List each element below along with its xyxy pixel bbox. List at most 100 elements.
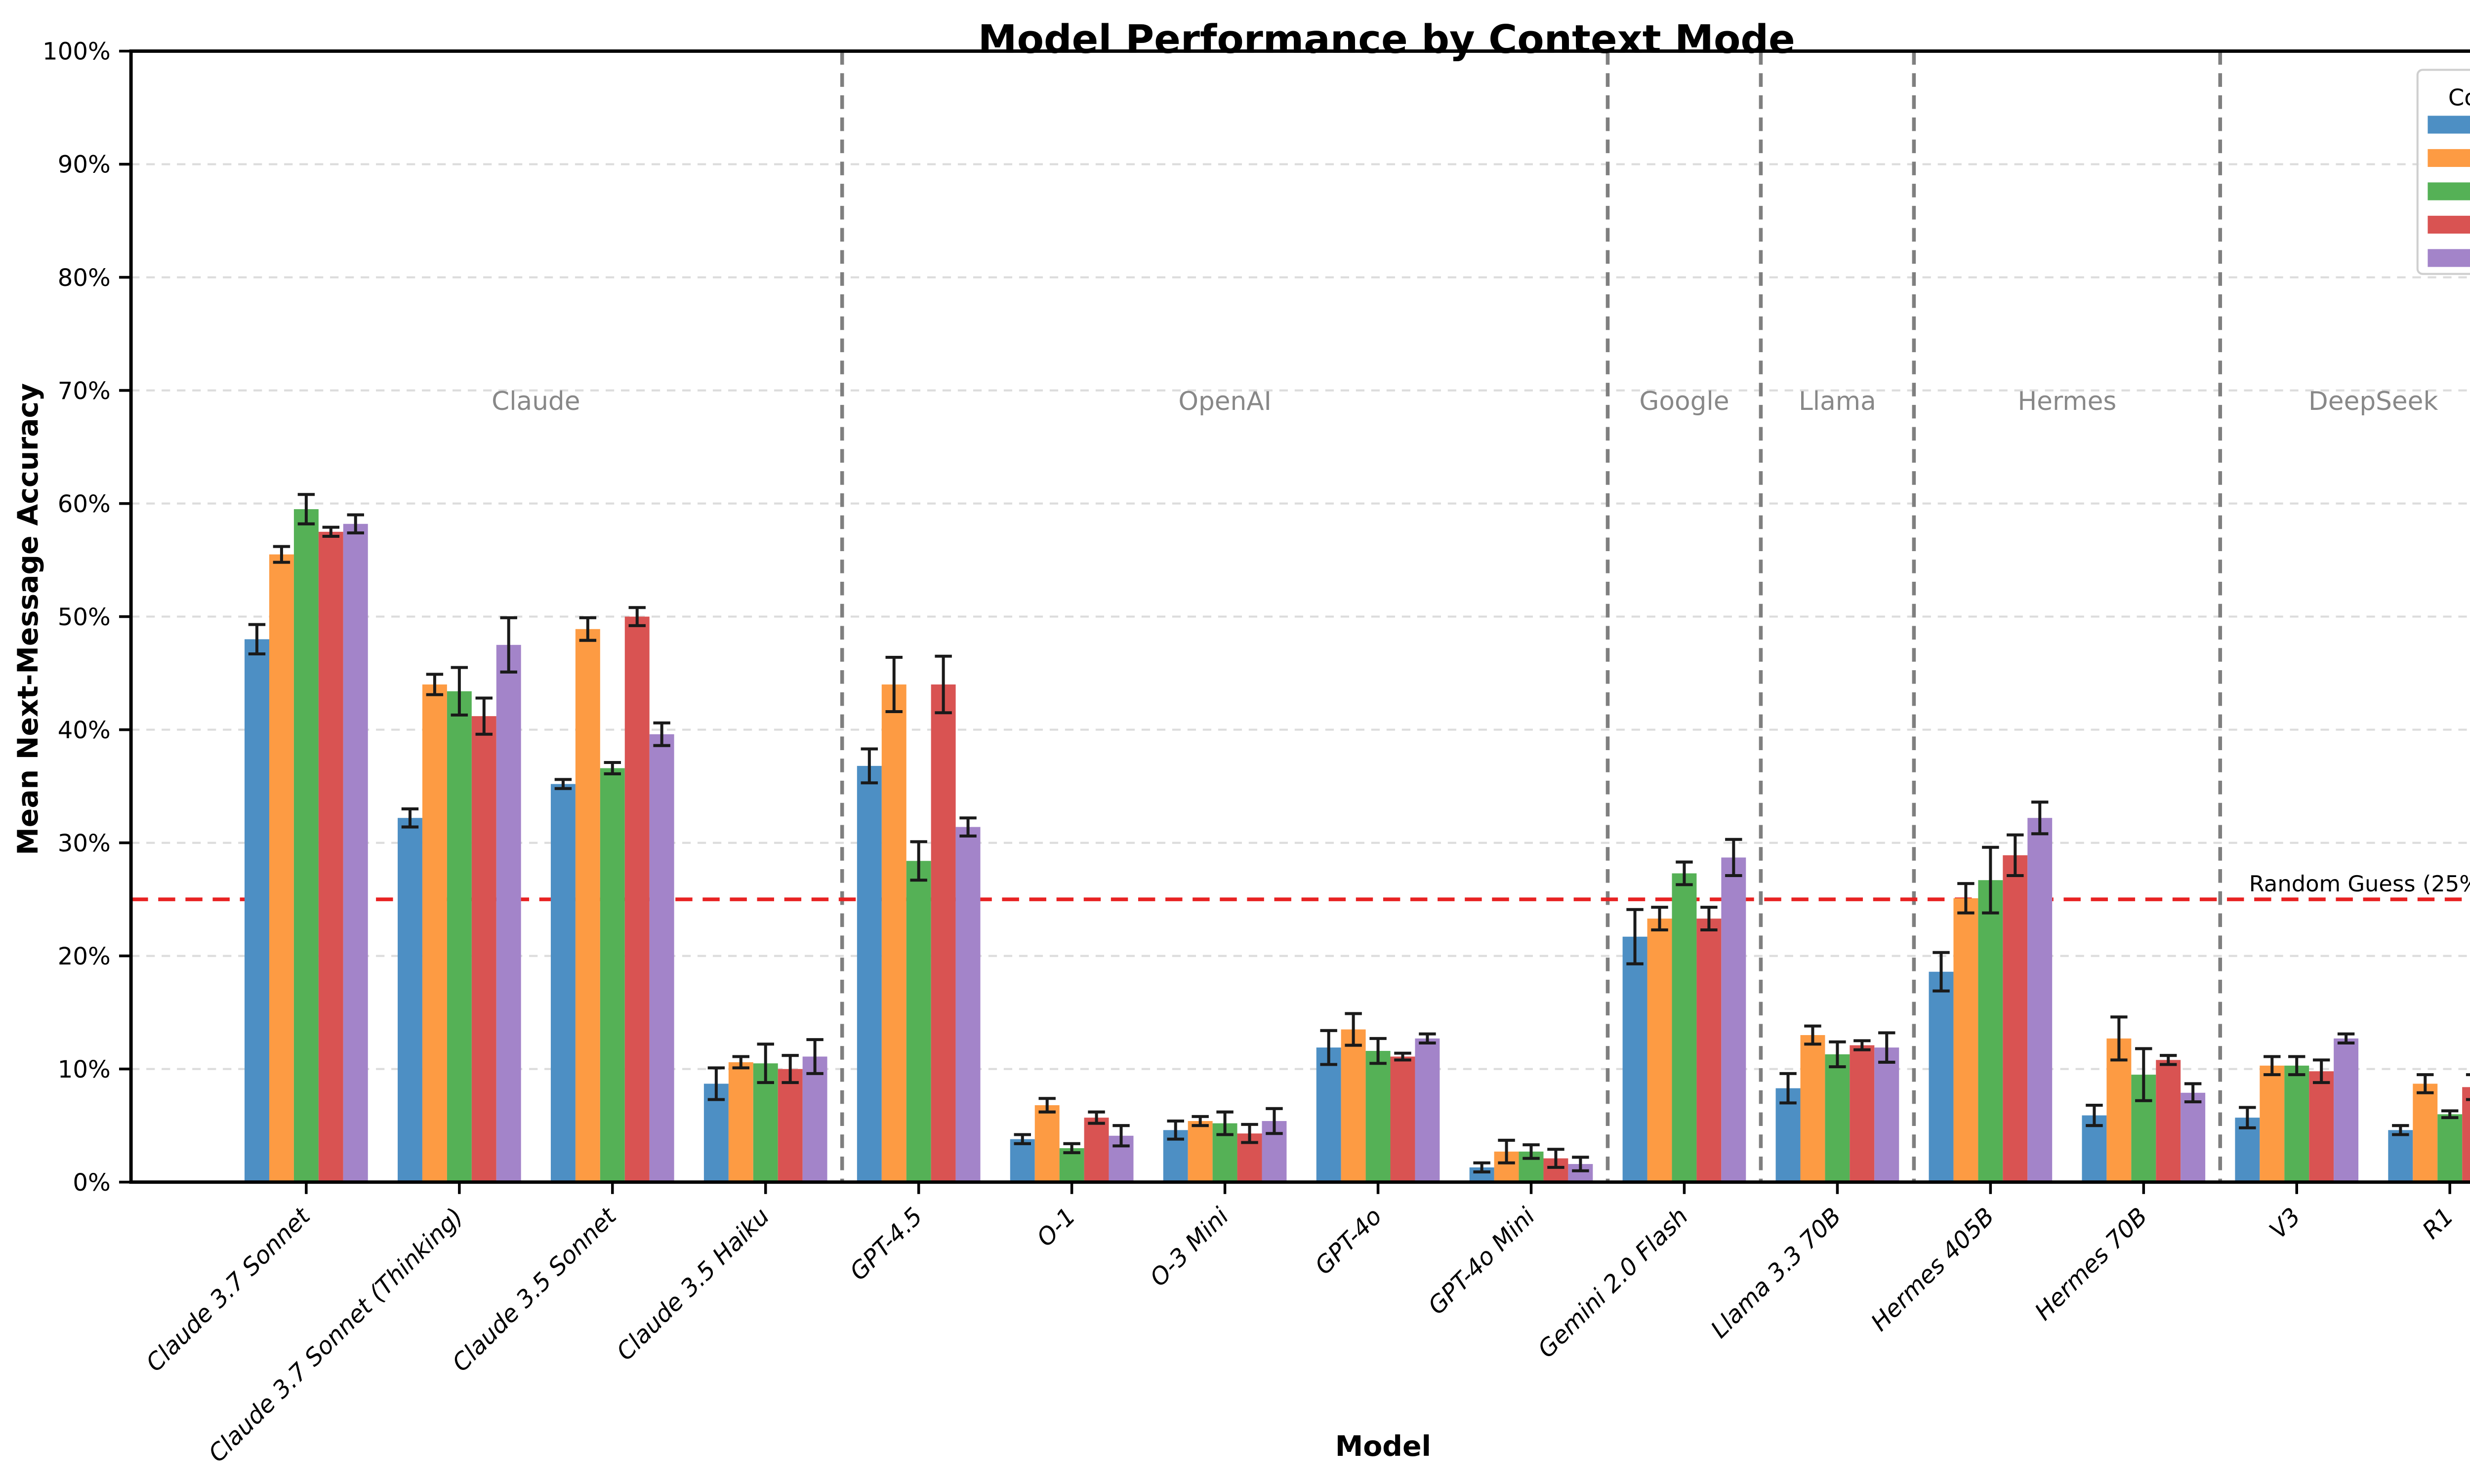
- y-tick-label: 50%: [58, 603, 111, 631]
- vendor-label: Google: [1639, 387, 1729, 416]
- vendor-label: Llama: [1799, 387, 1876, 416]
- bar: [600, 768, 625, 1182]
- bar: [1953, 898, 1978, 1182]
- x-tick-label: Gemini 2.0 Flash: [1532, 1203, 1693, 1364]
- bar: [1034, 1105, 1060, 1182]
- bar: [1672, 873, 1697, 1182]
- bar: [1647, 919, 1672, 1182]
- vendor-label: OpenAI: [1178, 387, 1271, 416]
- bar: [293, 509, 319, 1182]
- bar: [1874, 1047, 1899, 1182]
- legend: Context Mode No Context50 Raw50 Summary1…: [2416, 69, 2470, 275]
- bar: [1010, 1139, 1035, 1182]
- bar: [1622, 936, 1647, 1182]
- bar: [906, 861, 931, 1182]
- vendor-label: Claude: [492, 387, 580, 416]
- bar: [422, 684, 447, 1182]
- bar: [1800, 1035, 1825, 1182]
- bar: [1929, 971, 1954, 1182]
- y-tick-label: 20%: [58, 943, 111, 970]
- legend-swatch: [2428, 249, 2470, 267]
- bar: [1978, 880, 2003, 1182]
- legend-swatch: [2428, 149, 2470, 167]
- bar: [1696, 919, 1722, 1182]
- bar: [802, 1056, 827, 1182]
- x-tick-label: Claude 3.7 Sonnet: [141, 1202, 316, 1377]
- bar: [931, 684, 956, 1182]
- vendor-labels-layer: Claude OpenAI Google Llama Hermes DeepSeek: [492, 387, 2438, 416]
- error-bars-layer: [248, 493, 2470, 1174]
- bar: [2413, 1083, 2438, 1182]
- legend-swatch: [2428, 182, 2470, 201]
- x-tick-label: Claude 3.7 Sonnet (Thinking): [203, 1203, 468, 1468]
- bar: [2284, 1065, 2309, 1182]
- bar: [1365, 1051, 1391, 1182]
- bar: [471, 716, 496, 1182]
- bar: [245, 639, 269, 1182]
- bar: [857, 765, 882, 1182]
- x-tick-label: Llama 3.3 70B: [1706, 1203, 1847, 1344]
- bar: [1084, 1118, 1109, 1182]
- x-tick-label: GPT-4o: [1310, 1203, 1387, 1280]
- y-tick-label: 90%: [58, 151, 111, 179]
- bar: [1850, 1045, 1875, 1182]
- x-tick-label: Hermes 70B: [2029, 1203, 2153, 1326]
- bar: [728, 1062, 753, 1182]
- chart-title: Model Performance by Context Mode: [978, 16, 1795, 62]
- bar: [1825, 1054, 1850, 1182]
- bar: [2156, 1060, 2181, 1182]
- y-tick-label: 0%: [73, 1169, 110, 1197]
- bar: [2462, 1087, 2470, 1182]
- vendor-dividers-layer: [840, 51, 2223, 1182]
- bar: [318, 531, 343, 1182]
- bar: [2106, 1038, 2132, 1182]
- legend-entries: No Context50 Raw50 Summary100 Raw100 Sum…: [2428, 116, 2470, 267]
- bar: [624, 616, 650, 1182]
- random-guess-label: Random Guess (25%): [2249, 871, 2470, 897]
- bar: [2437, 1114, 2463, 1182]
- x-tick-label: O-3 Mini: [1145, 1202, 1235, 1292]
- legend-swatch: [2428, 116, 2470, 134]
- bar: [447, 691, 472, 1182]
- y-tick-label: 100%: [42, 38, 111, 66]
- x-tick-label: O-1: [1031, 1203, 1081, 1252]
- y-tick-label: 30%: [58, 830, 111, 857]
- vendor-label: DeepSeek: [2308, 387, 2438, 416]
- bar: [2260, 1065, 2285, 1182]
- bar: [1316, 1047, 1341, 1182]
- y-tick-label: 60%: [58, 490, 111, 518]
- bar: [955, 827, 981, 1182]
- bar: [2334, 1038, 2359, 1182]
- bar: [496, 644, 521, 1182]
- vendor-label: Hermes: [2017, 387, 2116, 416]
- bar: [778, 1069, 803, 1182]
- axes-layer: 0% 10% 20% 30% 40% 50% 60% 70% 80% 90% 100% Claude …: [42, 38, 2470, 1468]
- bar: [1341, 1029, 1366, 1182]
- bar: [550, 784, 576, 1182]
- y-tick-label: 70%: [58, 377, 111, 405]
- gridlines-layer: [131, 163, 2470, 1070]
- x-tick-label: R1: [2417, 1203, 2459, 1244]
- bar: [2027, 818, 2053, 1182]
- x-axis-title: Model: [1335, 1430, 1431, 1463]
- y-tick-label: 80%: [58, 264, 111, 292]
- x-tick-label: GPT-4.5: [844, 1203, 928, 1286]
- bar: [2388, 1130, 2413, 1182]
- bar: [1721, 857, 1746, 1182]
- bar: [2309, 1071, 2334, 1182]
- x-tick-label: Claude 3.5 Haiku: [611, 1203, 775, 1366]
- bars-layer: [245, 509, 2470, 1182]
- y-tick-label: 10%: [58, 1056, 111, 1083]
- x-tick-label: V3: [2264, 1203, 2306, 1244]
- y-tick-label: 40%: [58, 717, 111, 744]
- y-axis-title: Mean Next-Message Accuracy: [12, 383, 44, 855]
- legend-swatch: [2428, 215, 2470, 234]
- bar: [2003, 855, 2028, 1182]
- bar: [881, 684, 906, 1182]
- bar: [1188, 1121, 1213, 1182]
- x-tick-label: Claude 3.5 Sonnet: [447, 1202, 622, 1377]
- bar: [649, 734, 674, 1182]
- bar: [575, 629, 600, 1182]
